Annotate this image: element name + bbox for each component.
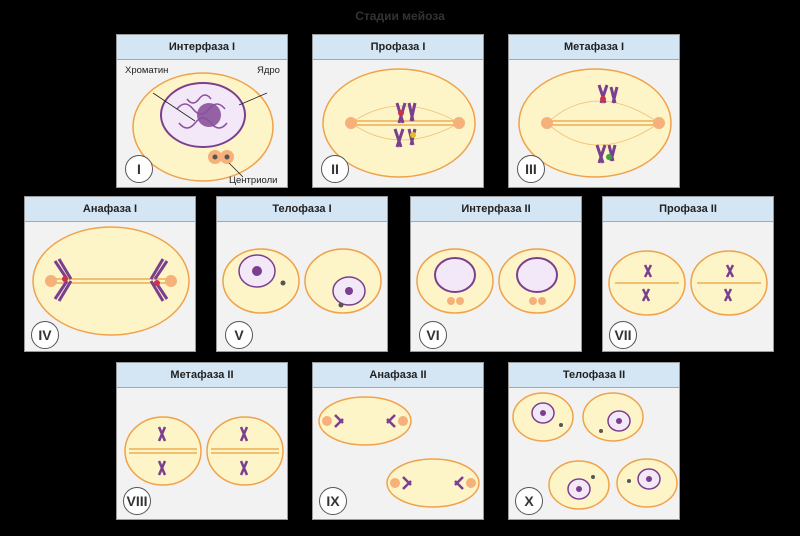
panel-anaphase-2: Анафаза II IX bbox=[312, 362, 484, 520]
panel-interphase-2: Интерфаза II VI bbox=[410, 196, 582, 352]
stage-number: VIII bbox=[123, 487, 151, 515]
panel-header: Интерфаза II bbox=[411, 197, 581, 222]
panel-metaphase-1: Метафаза I III bbox=[508, 34, 680, 188]
nucleus-label: Ядро bbox=[257, 65, 280, 76]
panel-header: Профаза II bbox=[603, 197, 773, 222]
panel-header: Телофаза II bbox=[509, 363, 679, 388]
panel-header: Метафаза II bbox=[117, 363, 287, 388]
stage-number: III bbox=[517, 155, 545, 183]
stage-number: IV bbox=[31, 321, 59, 349]
stage-number: II bbox=[321, 155, 349, 183]
anaphase-1-illustration bbox=[32, 226, 190, 336]
panel-prophase-1: Профаза I II bbox=[312, 34, 484, 188]
page-title: Стадии мейоза bbox=[355, 9, 445, 23]
prophase-1-illustration bbox=[322, 68, 476, 178]
panel-interphase-1: Интерфаза I Хроматин Ядро Центриоли I bbox=[116, 34, 288, 188]
panel-prophase-2: Профаза II VII bbox=[602, 196, 774, 352]
metaphase-2-illustration bbox=[124, 416, 284, 486]
chromatin-label: Хроматин bbox=[125, 65, 169, 76]
stage-number: V bbox=[225, 321, 253, 349]
anaphase-2-illustration bbox=[318, 396, 480, 508]
prophase-2-illustration bbox=[608, 250, 768, 316]
stage-number: VII bbox=[609, 321, 637, 349]
stage-number: VI bbox=[419, 321, 447, 349]
panel-anaphase-1: Анафаза I IV bbox=[24, 196, 196, 352]
panel-header: Телофаза I bbox=[217, 197, 387, 222]
stage-number: X bbox=[515, 487, 543, 515]
panel-telophase-1: Телофаза I V bbox=[216, 196, 388, 352]
metaphase-1-illustration bbox=[518, 68, 672, 178]
panel-header: Интерфаза I bbox=[117, 35, 287, 60]
telophase-1-illustration bbox=[222, 248, 382, 314]
panel-metaphase-2: Метафаза II VIII bbox=[116, 362, 288, 520]
stage-number: IX bbox=[319, 487, 347, 515]
panel-telophase-2: Телофаза II X bbox=[508, 362, 680, 520]
panel-header: Анафаза I bbox=[25, 197, 195, 222]
panel-header: Профаза I bbox=[313, 35, 483, 60]
panel-header: Анафаза II bbox=[313, 363, 483, 388]
telophase-2-illustration bbox=[512, 392, 678, 510]
interphase-1-illustration bbox=[132, 72, 274, 182]
interphase-2-illustration bbox=[416, 248, 576, 314]
panel-header: Метафаза I bbox=[509, 35, 679, 60]
centrioles-label: Центриоли bbox=[229, 175, 278, 186]
stage-number: I bbox=[125, 155, 153, 183]
